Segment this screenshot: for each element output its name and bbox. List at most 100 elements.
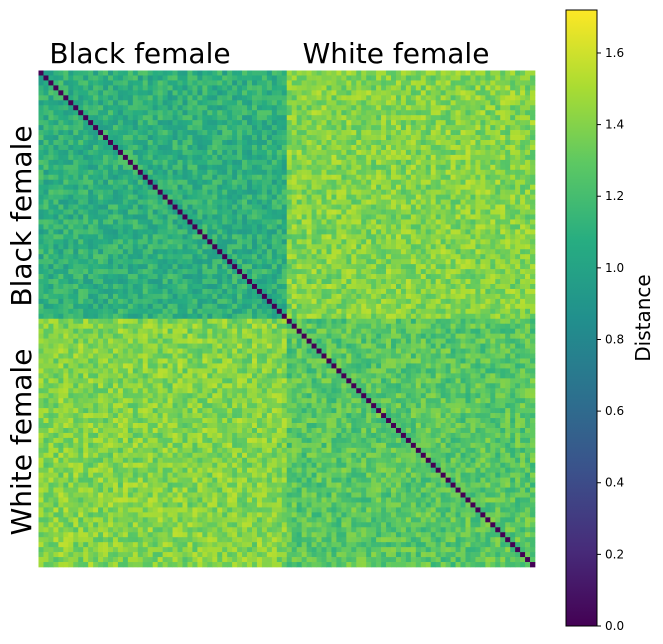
heatmap-cell xyxy=(495,80,501,86)
heatmap-cell xyxy=(435,199,442,205)
heatmap-cell xyxy=(381,149,387,156)
heatmap-cell xyxy=(182,95,188,101)
heatmap-cell xyxy=(83,288,89,295)
heatmap-cell xyxy=(425,274,432,280)
heatmap-cell xyxy=(530,259,536,265)
heatmap-cell xyxy=(286,298,293,305)
heatmap-cell xyxy=(405,219,412,225)
heatmap-cell xyxy=(127,274,134,280)
heatmap-cell xyxy=(187,219,193,225)
heatmap-cell xyxy=(381,219,387,225)
heatmap-cell xyxy=(445,293,451,300)
heatmap-cell xyxy=(520,239,526,245)
heatmap-cell xyxy=(276,274,283,280)
heatmap-cell xyxy=(351,164,357,171)
heatmap-cell xyxy=(530,293,536,300)
heatmap-cell xyxy=(276,75,283,81)
heatmap-cell xyxy=(490,105,496,111)
heatmap-cell xyxy=(127,154,134,161)
heatmap-cell xyxy=(311,284,317,290)
heatmap-cell xyxy=(470,100,476,106)
heatmap-cell xyxy=(356,229,362,235)
heatmap-cell xyxy=(485,224,491,230)
heatmap-cell xyxy=(68,80,74,86)
heatmap-cell xyxy=(346,279,352,285)
heatmap-cell xyxy=(351,159,357,166)
heatmap-cell xyxy=(83,284,89,290)
heatmap-cell xyxy=(341,209,347,215)
heatmap-cell xyxy=(430,313,437,320)
heatmap-cell xyxy=(475,164,481,171)
heatmap-cell xyxy=(252,85,258,91)
heatmap-cell xyxy=(137,169,144,176)
heatmap-cell xyxy=(291,154,298,161)
heatmap-cell xyxy=(222,214,228,220)
heatmap-cell xyxy=(281,90,288,96)
heatmap-cell xyxy=(435,164,442,171)
heatmap-cell xyxy=(197,179,203,186)
heatmap-cell xyxy=(103,224,109,230)
heatmap-cell xyxy=(177,239,183,245)
heatmap-cell xyxy=(162,125,168,131)
heatmap-cell xyxy=(395,120,402,126)
heatmap-cell xyxy=(261,110,268,116)
heatmap-cell xyxy=(430,279,437,285)
heatmap-cell xyxy=(202,135,208,141)
heatmap-cell xyxy=(296,284,302,290)
heatmap-cell xyxy=(530,199,536,205)
heatmap-cell xyxy=(480,274,486,280)
heatmap-cell xyxy=(460,120,466,126)
heatmap-cell xyxy=(261,184,268,190)
heatmap-cell xyxy=(192,174,198,181)
heatmap-cell xyxy=(510,288,516,295)
heatmap-cell xyxy=(88,184,94,190)
heatmap-cell xyxy=(127,224,134,230)
heatmap-cell xyxy=(371,174,377,181)
heatmap-cell xyxy=(435,214,442,220)
heatmap-cell xyxy=(98,244,104,250)
heatmap-cell xyxy=(252,284,258,290)
heatmap-cell xyxy=(212,254,218,260)
heatmap-cell xyxy=(301,209,307,215)
heatmap-cell xyxy=(117,244,124,250)
heatmap-cell xyxy=(232,298,238,305)
heatmap-cell xyxy=(256,85,263,91)
heatmap-cell xyxy=(227,308,233,315)
heatmap-cell xyxy=(63,100,69,106)
heatmap-cell xyxy=(326,120,332,126)
heatmap-cell xyxy=(425,120,432,126)
heatmap-cell xyxy=(227,274,233,280)
heatmap-cell xyxy=(187,254,193,260)
heatmap-cell xyxy=(450,130,456,136)
heatmap-cell xyxy=(73,169,79,176)
heatmap-cell xyxy=(455,284,461,290)
heatmap-cell xyxy=(222,105,228,111)
heatmap-cell xyxy=(137,269,144,275)
heatmap-cell xyxy=(490,293,496,300)
heatmap-cell xyxy=(197,105,203,111)
heatmap-cell xyxy=(112,130,119,136)
heatmap-cell xyxy=(425,303,432,310)
heatmap-cell xyxy=(103,249,109,255)
heatmap-cell xyxy=(212,179,218,186)
heatmap-cell xyxy=(425,284,432,290)
heatmap-cell xyxy=(53,264,59,270)
heatmap-cell xyxy=(48,288,54,295)
heatmap-cell xyxy=(227,214,233,220)
heatmap-cell xyxy=(465,264,471,270)
heatmap-cell xyxy=(331,140,337,146)
heatmap-cell xyxy=(356,110,362,116)
heatmap-cell xyxy=(450,95,456,101)
heatmap-cell xyxy=(152,259,158,265)
heatmap-cell xyxy=(351,80,357,86)
heatmap-cell xyxy=(520,269,526,275)
heatmap-cell xyxy=(117,284,124,290)
heatmap-cell xyxy=(520,120,526,126)
heatmap-cell xyxy=(281,308,288,315)
heatmap-cell xyxy=(207,214,213,220)
heatmap-cell xyxy=(450,239,456,245)
heatmap-cell xyxy=(336,264,342,270)
heatmap-cell xyxy=(58,288,64,295)
heatmap-cell xyxy=(306,120,312,126)
heatmap-cell xyxy=(182,179,188,186)
